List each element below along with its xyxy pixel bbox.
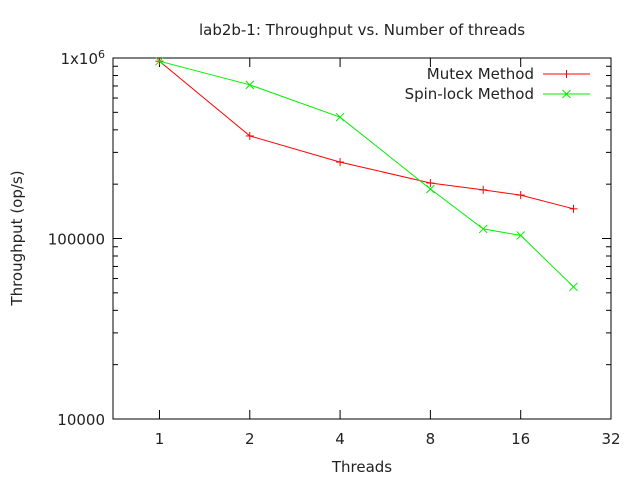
x-tick-label: 4 [335, 430, 345, 448]
y-tick-label: 10000 [57, 411, 105, 429]
mutex-method-point [479, 185, 488, 194]
mutex-method-point [245, 131, 254, 140]
mutex-method-line [159, 60, 574, 210]
spin-lock-method-point [155, 56, 164, 66]
y-tick-label-base: 1x10 [60, 50, 98, 68]
mutex-method-point [426, 178, 435, 187]
mutex-method-point [569, 204, 578, 213]
y-tick-label: 1x106 [60, 48, 105, 68]
y-tick-label: 100000 [48, 231, 105, 249]
mutex-method-point [516, 191, 525, 200]
spin-lock-method-point [426, 184, 435, 194]
x-tick-label: 32 [601, 430, 620, 448]
x-tick-label: 16 [511, 430, 530, 448]
x-tick-label: 2 [245, 430, 255, 448]
spin-lock-method-point [245, 80, 255, 90]
mutex-method-point [336, 158, 345, 167]
legend: Mutex Method Spin-lock Method [405, 65, 590, 103]
spin-lock-method-series [155, 56, 578, 292]
spin-lock-method-point [516, 231, 526, 240]
spin-lock-method-legend-label: Spin-lock Method [405, 85, 534, 103]
chart-title: lab2b-1: Throughput vs. Number of thread… [199, 21, 525, 39]
x-tick-label: 1 [155, 430, 165, 448]
plot-frame [112, 57, 612, 420]
x-tick-label: 8 [426, 430, 436, 448]
mutex-method-legend-marker [562, 70, 571, 78]
y-tick-label-exponent: 6 [98, 48, 105, 61]
mutex-method-legend-label: Mutex Method [427, 65, 534, 83]
y-axis-label: Throughput (op/s) [8, 170, 26, 306]
spin-lock-method-point [569, 282, 578, 292]
spin-lock-method-point [335, 112, 345, 122]
x-axis-label: Threads [331, 458, 392, 476]
spin-lock-method-point [478, 224, 488, 234]
spin-lock-method-legend-marker [562, 89, 571, 99]
mutex-method-series [155, 57, 578, 213]
